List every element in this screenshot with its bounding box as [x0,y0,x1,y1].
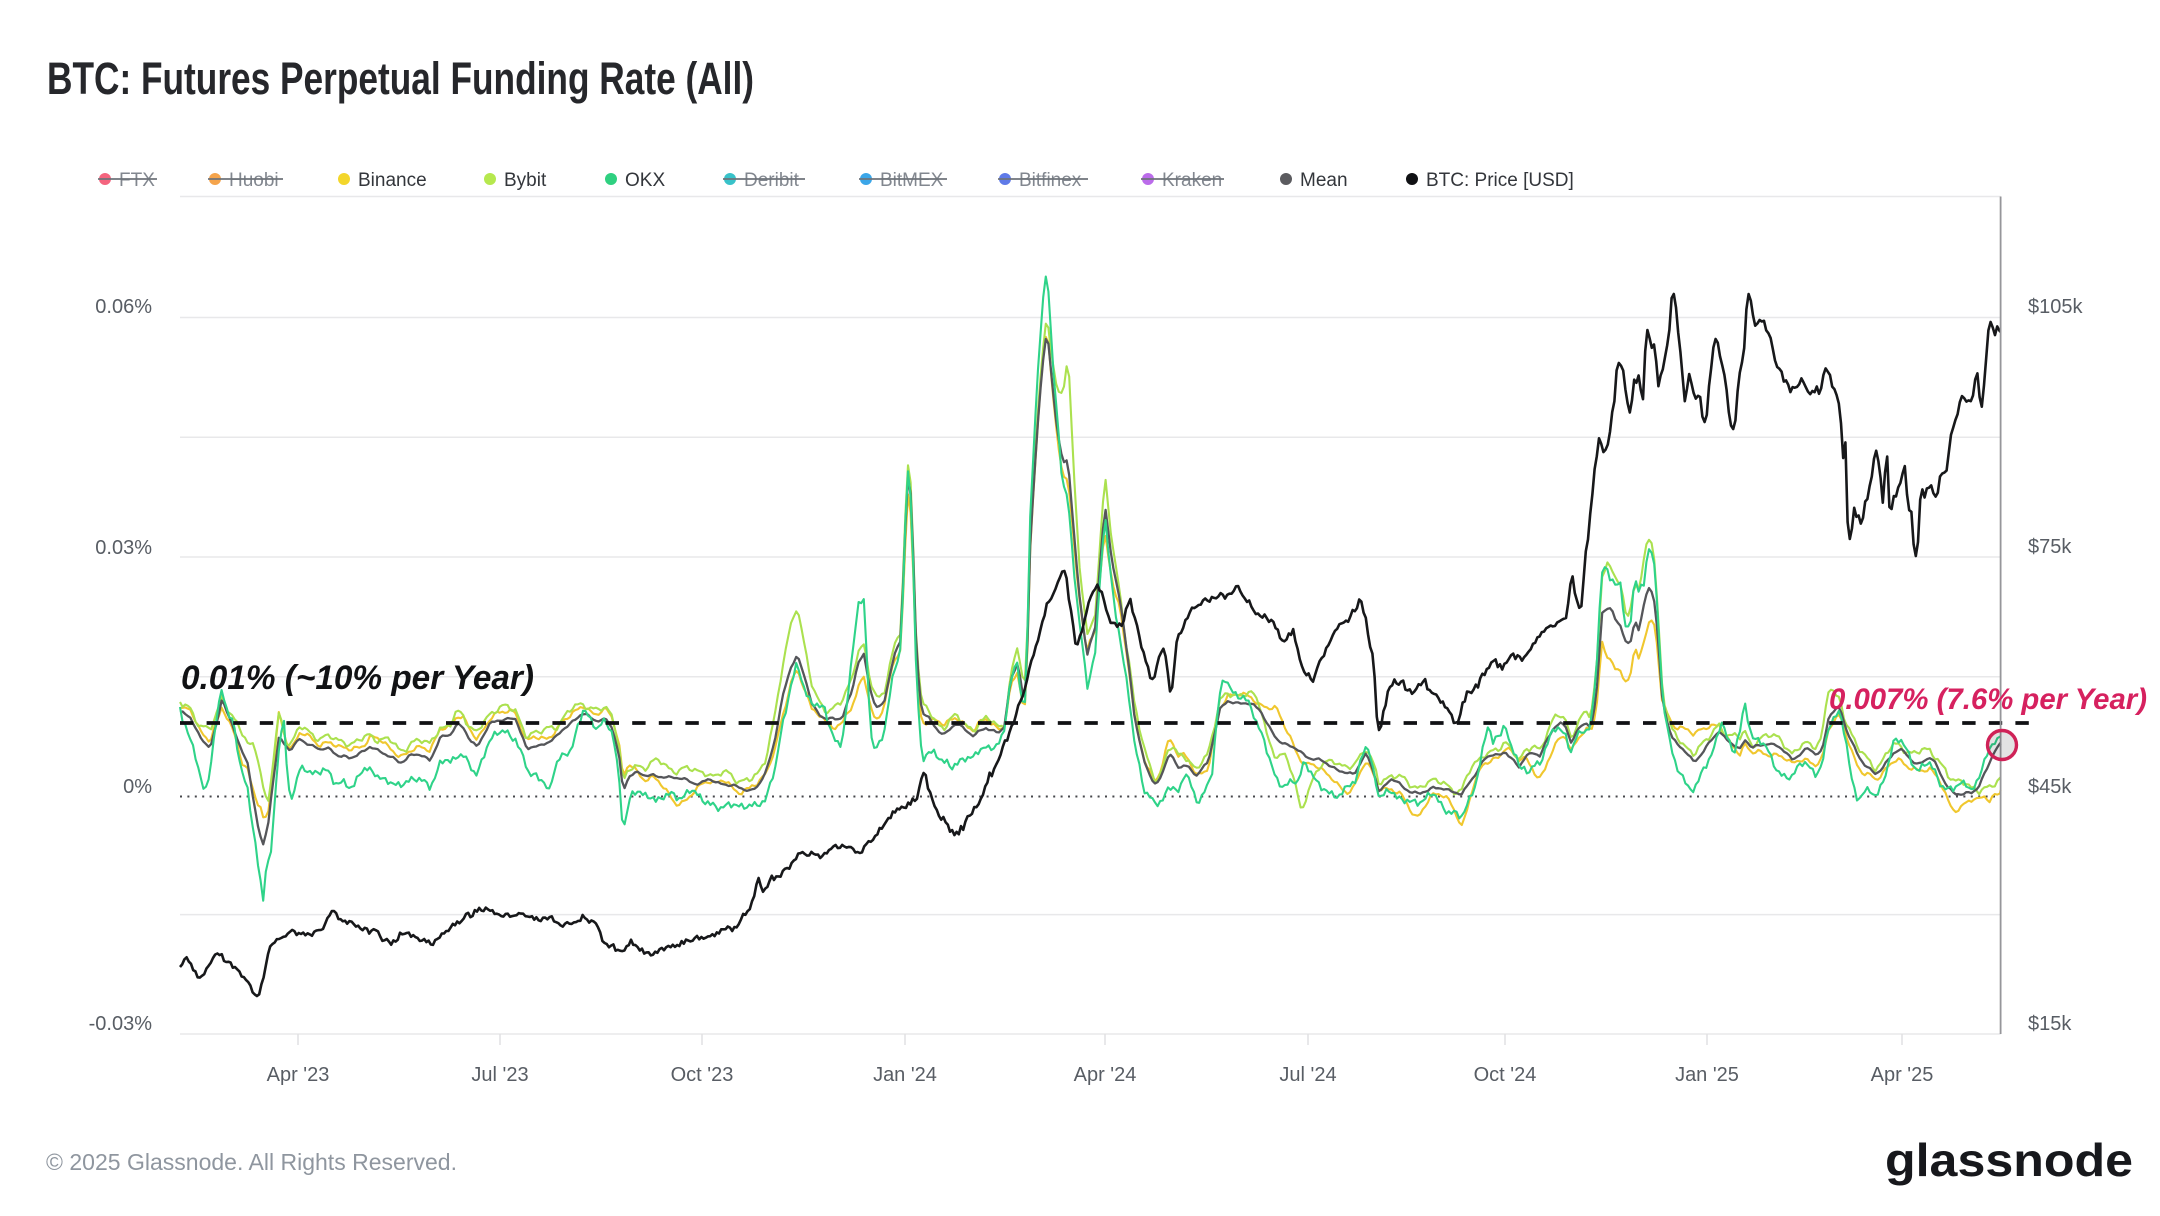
svg-text:FTX: FTX [119,170,155,191]
svg-text:BTC: Price [USD]: BTC: Price [USD] [1426,170,1574,191]
svg-text:Bybit: Bybit [504,170,547,191]
svg-text:Apr '25: Apr '25 [1871,1064,1934,1086]
svg-text:Apr '24: Apr '24 [1074,1064,1137,1086]
svg-text:Jul '24: Jul '24 [1279,1064,1336,1086]
svg-text:$45k: $45k [2028,776,2072,798]
svg-text:Apr '23: Apr '23 [267,1064,330,1086]
svg-text:OKX: OKX [625,170,665,191]
svg-text:0.007% (7.6% per Year): 0.007% (7.6% per Year) [1829,683,2147,716]
svg-text:BitMEX: BitMEX [880,170,944,191]
svg-text:glassnode: glassnode [1885,1134,2133,1186]
svg-text:Oct '24: Oct '24 [1474,1064,1537,1086]
svg-text:-0.03%: -0.03% [89,1013,153,1035]
svg-text:Binance: Binance [358,170,427,191]
svg-text:$15k: $15k [2028,1013,2072,1035]
svg-text:0.06%: 0.06% [95,296,152,318]
svg-text:$75k: $75k [2028,536,2072,558]
svg-text:Bitfinex: Bitfinex [1019,170,1082,191]
svg-text:Huobi: Huobi [229,170,279,191]
svg-text:Deribit: Deribit [744,170,800,191]
svg-text:Jan '25: Jan '25 [1675,1064,1739,1086]
svg-text:0%: 0% [123,776,152,798]
svg-text:0.03%: 0.03% [95,537,152,559]
svg-text:Kraken: Kraken [1162,170,1222,191]
svg-text:0.01% (~10% per Year): 0.01% (~10% per Year) [181,659,534,697]
svg-text:BTC: Futures Perpetual Funding: BTC: Futures Perpetual Funding Rate (All… [47,53,754,104]
svg-text:Jul '23: Jul '23 [471,1064,528,1086]
svg-text:© 2025 Glassnode. All Rights R: © 2025 Glassnode. All Rights Reserved. [46,1149,457,1175]
svg-text:$105k: $105k [2028,296,2083,318]
svg-text:Oct '23: Oct '23 [671,1064,734,1086]
svg-text:Mean: Mean [1300,170,1348,191]
svg-text:Jan '24: Jan '24 [873,1064,937,1086]
